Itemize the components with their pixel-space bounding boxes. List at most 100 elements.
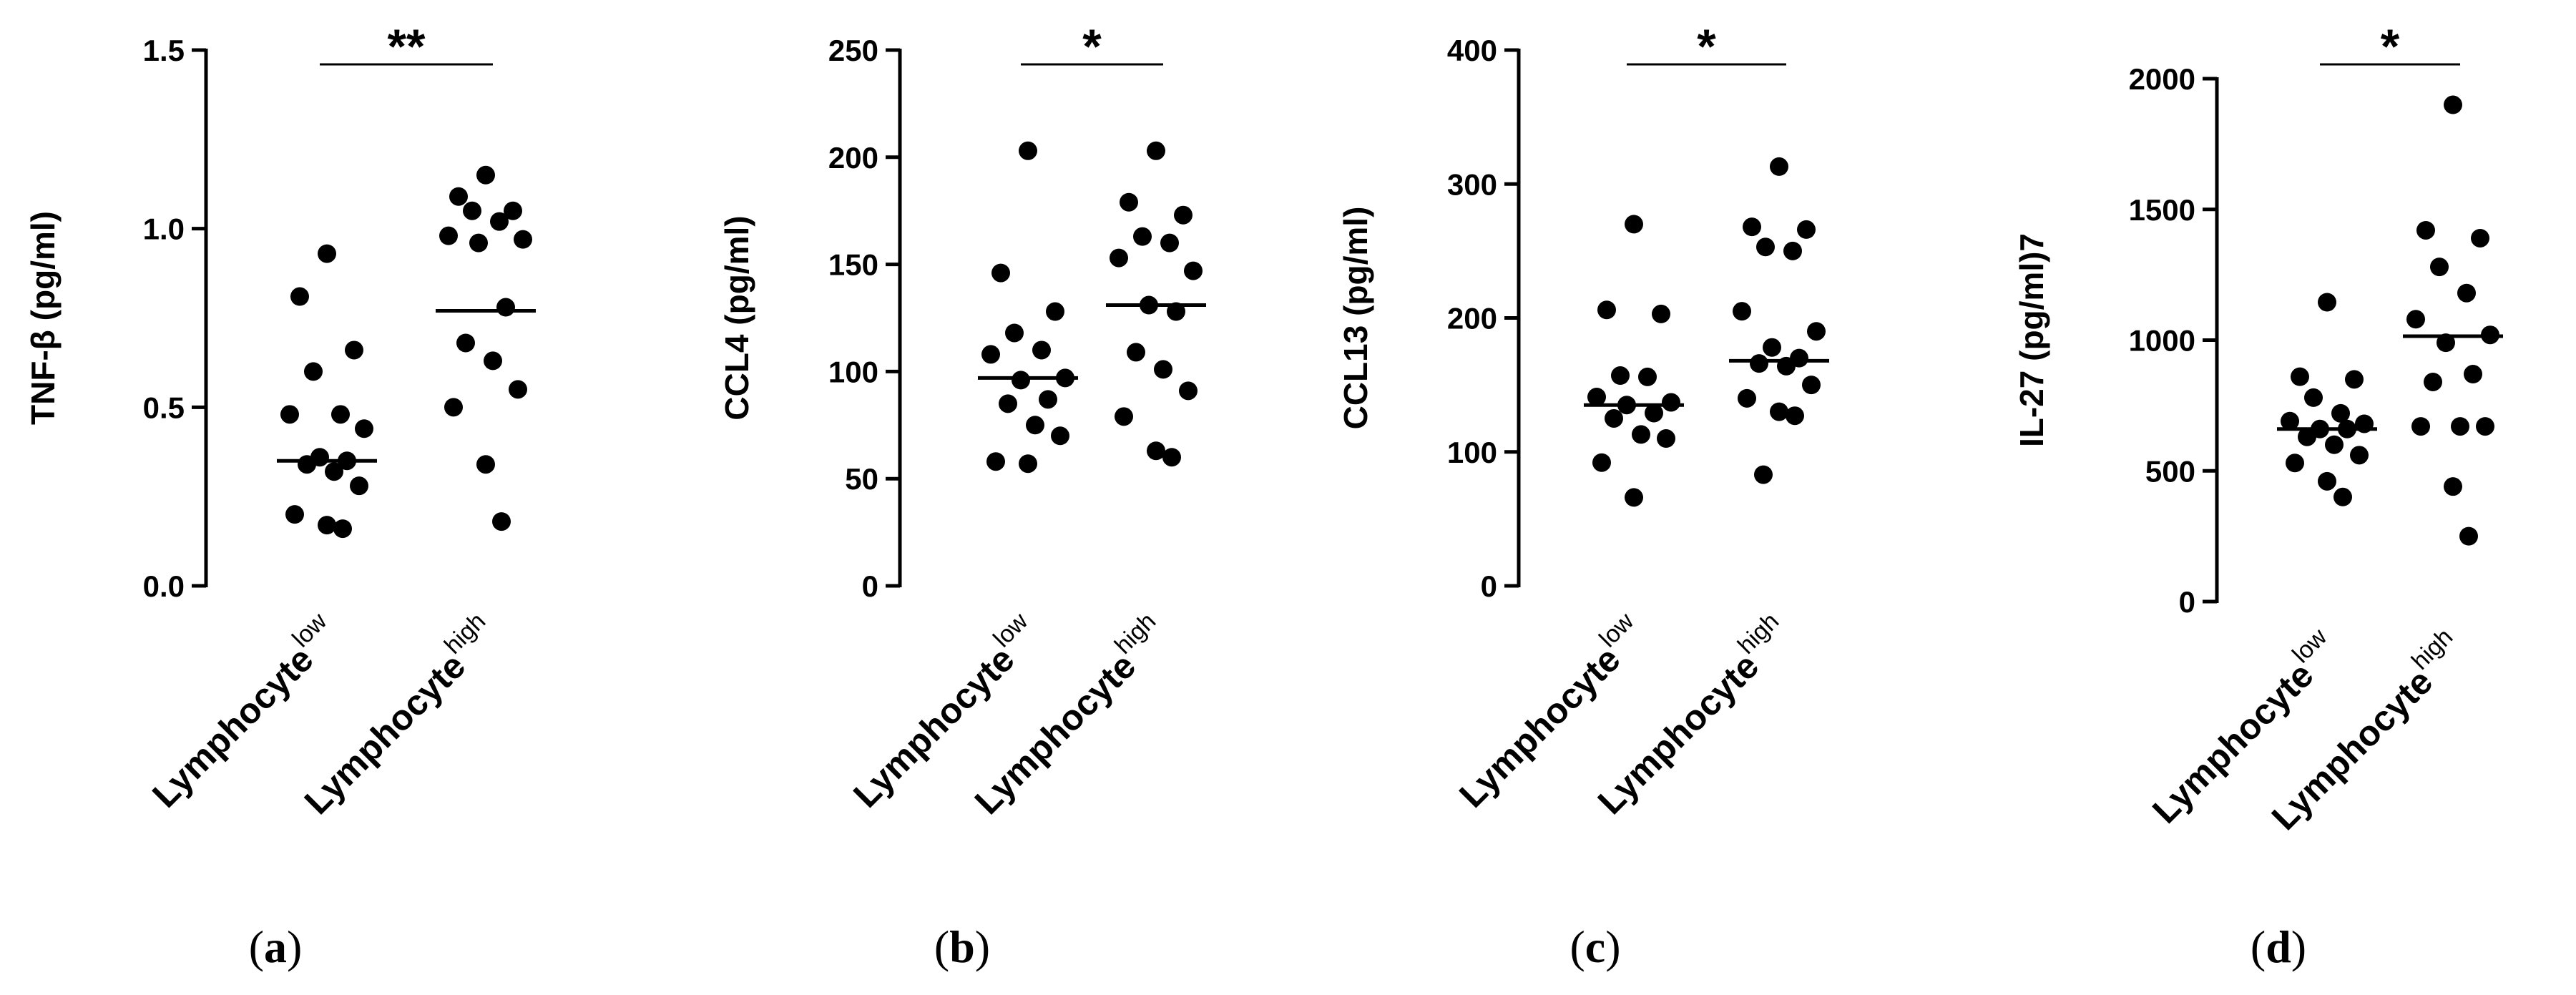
data-point: [355, 419, 373, 438]
panel-letter: (a): [249, 921, 303, 972]
y-tick-label: 0.0: [143, 569, 185, 603]
data-point: [290, 287, 309, 306]
y-tick-label: 1.0: [143, 212, 185, 246]
data-point: [469, 233, 488, 253]
data-point: [2325, 435, 2344, 454]
data-point: [2331, 403, 2350, 423]
data-point: [476, 455, 495, 474]
panel-letter-text: b: [949, 921, 975, 972]
data-point: [2411, 417, 2430, 436]
significance-label: **: [388, 19, 426, 74]
data-point: [484, 351, 502, 371]
data-point: [991, 263, 1010, 283]
data-point: [2291, 367, 2309, 386]
data-point: [2304, 388, 2323, 407]
data-point: [1051, 426, 1069, 446]
data-point: [1179, 381, 1198, 401]
y-tick-label: 400: [1447, 34, 1497, 67]
category-name: Lymphocyte: [145, 639, 321, 815]
significance-label: *: [1082, 19, 1102, 74]
y-tick-label: 1000: [2129, 324, 2195, 358]
data-point: [2457, 283, 2476, 303]
data-point: [1638, 367, 1657, 386]
y-tick-label: 1.5: [143, 34, 185, 67]
data-point: [1154, 360, 1172, 379]
data-point: [345, 340, 363, 360]
data-point: [333, 519, 352, 539]
data-point: [1770, 157, 1788, 176]
data-point: [1120, 192, 1138, 212]
y-axis-title: IL-27 (pg/ml)7: [2013, 233, 2050, 447]
category-label: Lymphocytehigh: [291, 607, 506, 822]
data-point: [1738, 388, 1756, 408]
data-point: [986, 452, 1005, 471]
data-point: [1645, 403, 1663, 423]
data-point: [2444, 477, 2462, 496]
data-point: [1597, 300, 1616, 320]
data-point: [1174, 205, 1192, 225]
data-point: [280, 405, 299, 424]
y-tick-label: 250: [828, 34, 878, 67]
data-point: [2444, 95, 2462, 114]
panel-letter-open: (: [1569, 921, 1585, 972]
data-point: [331, 405, 350, 424]
data-point: [444, 398, 463, 417]
data-point: [1019, 454, 1037, 474]
y-tick-label: 500: [2145, 454, 2195, 488]
data-point: [1770, 402, 1788, 421]
panel-d: 0 500 1000 1500 2000 IL-27 (pg/ml)7 * Lymphocyt…: [2013, 19, 2503, 972]
data-point: [1019, 141, 1037, 160]
y-tick-label: 200: [1447, 302, 1497, 335]
data-point: [298, 455, 316, 474]
data-point: [2416, 220, 2435, 240]
data-point: [2318, 471, 2336, 491]
data-point: [1133, 227, 1152, 246]
data-point: [1012, 371, 1030, 390]
data-point: [1632, 425, 1650, 444]
panel-letter-close: ): [975, 921, 990, 972]
y-tick-label: 1500: [2129, 193, 2195, 227]
data-point: [1733, 302, 1751, 321]
y-axis-title: CCL4 (pg/ml): [718, 215, 755, 420]
data-point: [1743, 217, 1761, 237]
panel-letter: (c): [1569, 921, 1620, 972]
data-point: [1587, 387, 1606, 406]
data-point: [350, 476, 368, 496]
data-point: [476, 165, 495, 185]
data-point: [2451, 417, 2469, 436]
y-tick-label: 100: [1447, 436, 1497, 469]
data-point: [325, 462, 343, 481]
data-point: [1807, 322, 1826, 341]
data-point: [285, 505, 304, 524]
data-point: [999, 394, 1017, 413]
data-point: [981, 345, 1000, 364]
data-point: [1005, 323, 1024, 343]
data-point: [1046, 302, 1064, 321]
data-point: [2333, 487, 2352, 506]
data-point: [1797, 220, 1816, 239]
data-point: [304, 362, 323, 381]
data-point: [1110, 248, 1128, 268]
panel-letter-open: (: [934, 921, 949, 972]
data-point: [2459, 526, 2478, 546]
panel-letter-close: ): [2291, 921, 2306, 972]
y-tick-label: 100: [828, 355, 878, 388]
data-point: [463, 201, 481, 220]
data-point: [449, 187, 468, 206]
panel-letter-text: a: [264, 921, 287, 972]
data-point: [439, 226, 458, 245]
data-point: [1127, 343, 1145, 362]
data-point: [1802, 376, 1821, 395]
y-tick-label: 0: [2179, 585, 2195, 619]
data-point: [514, 230, 532, 249]
panel-letter-text: d: [2266, 921, 2291, 972]
panel-letter-close: ): [287, 921, 302, 972]
data-point: [1754, 465, 1773, 484]
data-point: [1184, 261, 1203, 280]
data-point: [2471, 228, 2489, 247]
data-point: [504, 201, 522, 220]
data-point: [2406, 310, 2425, 329]
data-point: [318, 516, 336, 535]
